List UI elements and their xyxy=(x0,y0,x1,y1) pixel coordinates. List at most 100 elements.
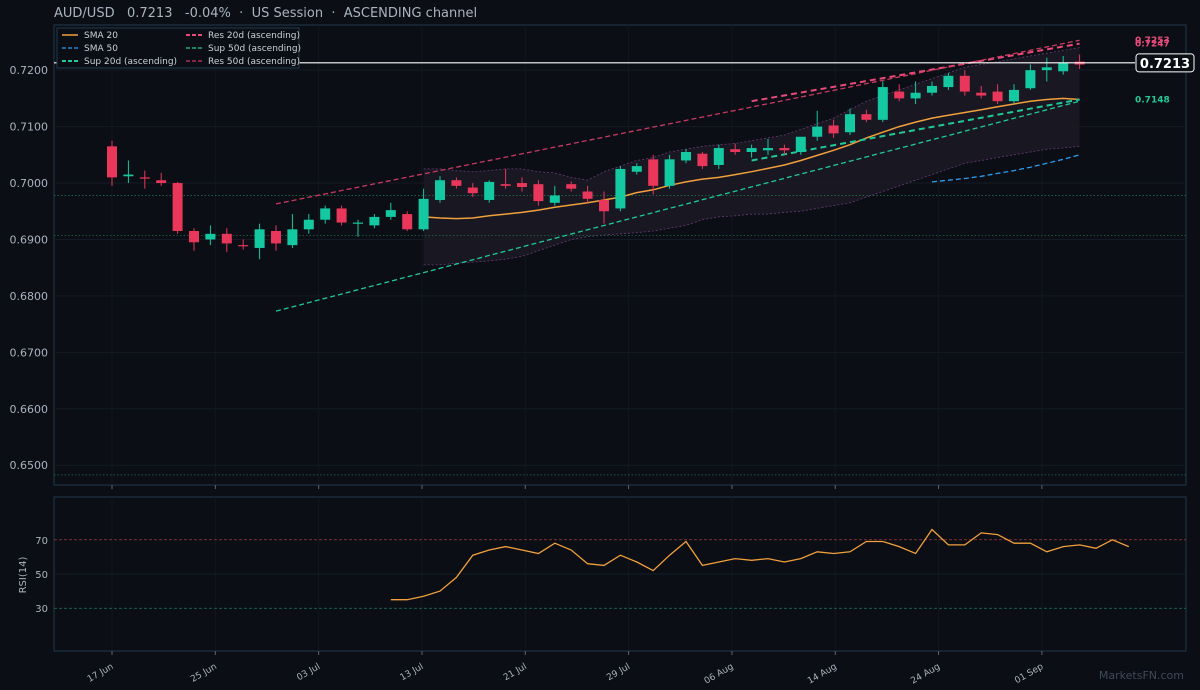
candle-body xyxy=(107,146,117,178)
candle-body xyxy=(992,91,1003,102)
y-tick-label: 0.6500 xyxy=(10,459,49,472)
last-price-label: 0.7213 xyxy=(1140,57,1190,72)
x-tick-label: 25 Jun xyxy=(189,662,219,685)
x-tick-label: 29 Jul xyxy=(605,662,632,683)
price-panel-border xyxy=(53,24,1187,486)
series-line xyxy=(275,100,1080,312)
y-tick-label: 0.6800 xyxy=(10,290,49,303)
rsi-axis-label: RSI(14) xyxy=(18,557,29,594)
candle-body xyxy=(910,92,921,99)
legend-label: Res 20d (ascending) xyxy=(208,31,300,41)
x-tick-label: 17 Jun xyxy=(86,662,116,685)
channel-label: ASCENDING channel xyxy=(343,6,478,21)
bollinger-upper xyxy=(423,47,1080,181)
candle-body xyxy=(566,184,577,189)
candle-body xyxy=(959,75,970,92)
legend-label: SMA 20 xyxy=(84,31,118,41)
symbol: AUD/USD xyxy=(54,6,115,21)
candle-body xyxy=(336,208,347,223)
candle-body xyxy=(664,159,675,186)
candle-body xyxy=(812,126,823,137)
candle-body xyxy=(533,184,544,202)
legend: SMA 20 SMA 50 Sup 20d (ascending) Res 20d (… xyxy=(56,27,301,69)
candle-body xyxy=(287,229,298,246)
y-tick-label: 0.7000 xyxy=(10,177,49,190)
candle-body xyxy=(271,231,281,244)
candle-body xyxy=(238,245,249,247)
candle-body xyxy=(189,231,199,243)
candle-body xyxy=(385,210,396,217)
candle-body xyxy=(746,148,757,152)
candle-body xyxy=(123,174,134,177)
candle-body xyxy=(353,222,363,224)
candle-body xyxy=(631,166,642,172)
candle-body xyxy=(451,180,462,186)
candle-body xyxy=(467,187,478,194)
y-tick-label: 0.6700 xyxy=(10,346,49,359)
candle-body xyxy=(894,91,905,99)
candle-body xyxy=(845,114,855,133)
candle-body xyxy=(877,87,888,120)
line-end-label: 0.7247 xyxy=(1135,40,1170,50)
candle-body xyxy=(713,148,724,165)
candle-body xyxy=(1025,70,1036,89)
candle-body xyxy=(681,151,691,161)
candle-body xyxy=(418,198,429,230)
legend-label: SMA 50 xyxy=(84,44,118,54)
candle-body xyxy=(484,181,495,200)
candle-body xyxy=(730,149,741,152)
candle-body xyxy=(1058,62,1069,72)
candle-body xyxy=(254,229,265,248)
candle-body xyxy=(697,153,708,167)
x-tick-label: 13 Jul xyxy=(399,662,426,683)
bollinger-lower xyxy=(423,145,1080,266)
candle-body xyxy=(779,148,790,151)
candle-body xyxy=(1041,67,1052,71)
candles xyxy=(107,54,1085,260)
candle-body xyxy=(763,148,773,151)
candle-body xyxy=(156,180,167,184)
series-line xyxy=(751,42,1080,103)
rsi-tick-label: 70 xyxy=(35,536,48,547)
candle-body xyxy=(795,136,806,152)
candle-body xyxy=(927,85,937,93)
candle-body xyxy=(172,183,183,232)
x-tick-label: 21 Jul xyxy=(502,662,529,683)
legend-label: Sup 50d (ascending) xyxy=(208,44,301,54)
price-change: -0.04% xyxy=(184,6,231,21)
series-line xyxy=(931,154,1080,183)
candle-body xyxy=(549,195,560,203)
watermark: MarketsFN.com xyxy=(1098,669,1184,682)
line-end-label: 0.7253 xyxy=(1135,36,1170,46)
y-tick-label: 0.7100 xyxy=(10,121,49,134)
candle-body xyxy=(517,183,527,187)
candle-body xyxy=(402,214,413,230)
legend-label: Sup 20d (ascending) xyxy=(84,57,177,67)
candle-body xyxy=(599,199,609,212)
candle-body xyxy=(648,159,659,186)
candle-body xyxy=(500,184,511,186)
last-price: 0.7213 xyxy=(126,6,173,21)
candle-body xyxy=(976,92,987,96)
candle-body xyxy=(1009,89,1019,102)
candle-body xyxy=(303,219,314,230)
x-tick-label: 01 Sep xyxy=(1013,662,1045,686)
y-tick-label: 0.7200 xyxy=(10,64,49,77)
x-tick-label: 03 Jul xyxy=(295,662,322,683)
candle-body xyxy=(221,233,232,244)
candle-body xyxy=(615,168,626,209)
candle-body xyxy=(205,233,216,240)
legend-label: Res 50d (ascending) xyxy=(208,57,300,67)
last-price-box xyxy=(1135,53,1195,73)
rsi-panel: 30 50 70 RSI(14) xyxy=(18,528,1186,615)
chart-header: AUD/USD 0.7213 -0.04% · US Session · ASC… xyxy=(54,6,478,21)
candle-body xyxy=(369,216,380,226)
series-line xyxy=(275,39,1080,205)
rsi-line xyxy=(390,528,1130,601)
y-tick-label: 0.6600 xyxy=(10,403,49,416)
rsi-tick-label: 30 xyxy=(35,604,48,615)
x-tick-label: 06 Aug xyxy=(703,662,736,687)
y-tick-label: 0.6900 xyxy=(10,233,49,246)
candle-body xyxy=(582,191,593,199)
